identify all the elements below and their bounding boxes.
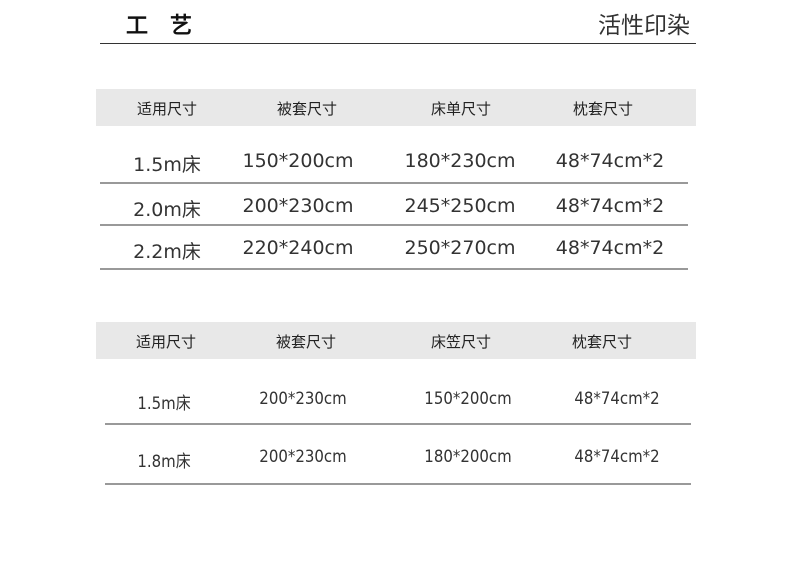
table-cell: 200*230cm (259, 389, 347, 409)
column-header: 床笠尺寸 (430, 333, 492, 351)
row-divider (100, 224, 688, 226)
table-cell: 48*74cm*2 (574, 447, 660, 467)
table-cell: 1.5m床 (137, 394, 191, 414)
column-header: 被套尺寸 (276, 100, 338, 118)
column-header: 床单尺寸 (430, 100, 492, 118)
table-cell: 48*74cm*2 (574, 389, 660, 409)
column-header: 适用尺寸 (136, 100, 198, 118)
table-cell: 150*200cm (242, 150, 354, 172)
column-header: 适用尺寸 (135, 333, 197, 351)
table-cell: 245*250cm (404, 195, 516, 217)
column-header: 枕套尺寸 (572, 100, 634, 118)
table-cell: 1.5m床 (133, 154, 201, 176)
table-cell: 250*270cm (404, 237, 516, 259)
divider (100, 43, 696, 44)
table-cell: 180*230cm (404, 150, 516, 172)
table-cell: 48*74cm*2 (555, 195, 665, 217)
table-cell: 200*230cm (242, 195, 354, 217)
table-cell: 180*200cm (424, 447, 512, 467)
column-header: 被套尺寸 (275, 333, 337, 351)
row-divider (105, 423, 691, 425)
table-cell: 48*74cm*2 (555, 237, 665, 259)
table-header-band (96, 322, 696, 359)
table-cell: 2.2m床 (133, 241, 201, 263)
table-header-band (96, 89, 696, 126)
row-divider (100, 268, 688, 270)
table-cell: 2.0m床 (133, 199, 201, 221)
table-cell: 150*200cm (424, 389, 512, 409)
section-title: 工艺 (126, 14, 215, 39)
table-cell: 220*240cm (242, 237, 354, 259)
column-header: 枕套尺寸 (571, 333, 633, 351)
table-cell: 48*74cm*2 (555, 150, 665, 172)
craft-value: 活性印染 (598, 13, 690, 39)
row-divider (100, 182, 688, 184)
row-divider (105, 483, 691, 485)
table-cell: 200*230cm (259, 447, 347, 467)
table-cell: 1.8m床 (137, 452, 191, 472)
